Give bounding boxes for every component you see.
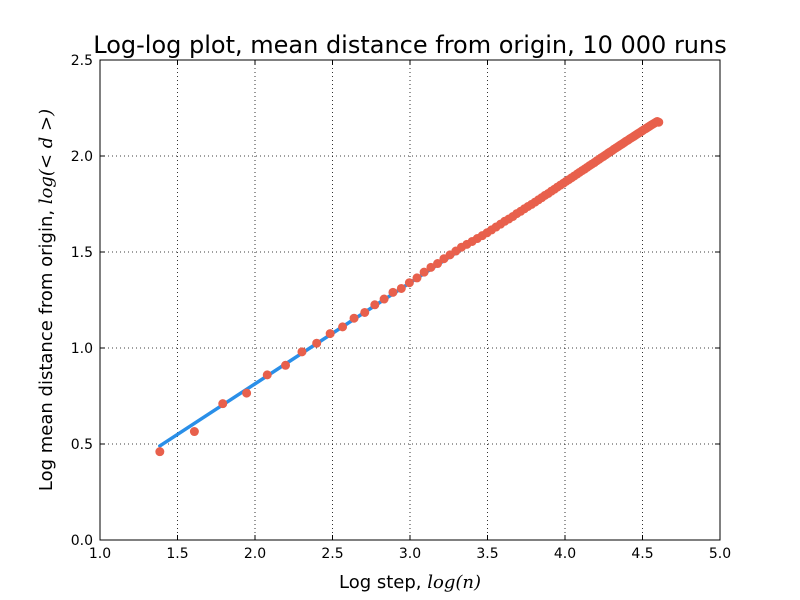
data-point <box>360 307 370 317</box>
axis-ticks: 1.0 1.5 2.0 2.5 3.0 3.5 4.0 4.5 5.0 0.0 0.5 1.0 1.5 2… <box>71 53 731 562</box>
x-tick-label: 1.5 <box>166 546 188 562</box>
y-axis-label-math: log(< d >) <box>36 109 57 204</box>
y-tick-label: 0.5 <box>71 437 93 453</box>
data-point <box>396 283 406 293</box>
data-point <box>388 287 398 297</box>
x-axis-label-text: Log step, <box>339 572 427 593</box>
data-point <box>412 273 422 283</box>
data-point <box>426 262 436 272</box>
x-tick-label: 2.5 <box>321 546 343 562</box>
data-point <box>281 360 291 370</box>
grid <box>99 59 721 541</box>
plot-frame <box>99 59 721 541</box>
data-point <box>433 259 443 269</box>
y-axis-label: Log mean distance from origin, log(< d >… <box>36 109 57 491</box>
y-tick-label: 1.5 <box>71 245 93 261</box>
data-point <box>312 338 322 348</box>
data-point <box>262 370 272 380</box>
data-point <box>189 427 199 437</box>
data-point <box>297 347 307 357</box>
data-points-group <box>155 116 664 457</box>
data-point <box>325 329 335 339</box>
y-tick-label: 2.5 <box>71 53 93 69</box>
y-tick-label: 1.0 <box>71 341 93 357</box>
x-tick-label: 5.0 <box>709 546 731 562</box>
x-tick-label: 2.0 <box>244 546 266 562</box>
data-point <box>654 117 664 127</box>
data-point <box>242 388 252 398</box>
data-point <box>349 313 359 323</box>
x-axis-label-math: log(n) <box>427 572 481 593</box>
data-point <box>155 447 165 457</box>
x-axis-label: Log step, log(n) <box>339 572 481 593</box>
chart-title: Log-log plot, mean distance from origin,… <box>93 31 726 59</box>
x-tick-label: 3.5 <box>476 546 498 562</box>
data-point <box>218 399 228 409</box>
x-tick-label: 4.5 <box>631 546 653 562</box>
y-tick-label: 2.0 <box>71 149 93 165</box>
data-point <box>404 278 414 288</box>
x-tick-label: 4.0 <box>554 546 576 562</box>
data-point <box>419 267 429 277</box>
y-tick-label: 0.0 <box>71 533 93 549</box>
x-tick-label: 3.0 <box>399 546 421 562</box>
x-tick-label: 1.0 <box>89 546 111 562</box>
y-axis-label-text: Log mean distance from origin, <box>36 204 57 491</box>
data-point <box>338 322 348 332</box>
data-point <box>379 294 389 304</box>
data-point <box>370 300 380 310</box>
